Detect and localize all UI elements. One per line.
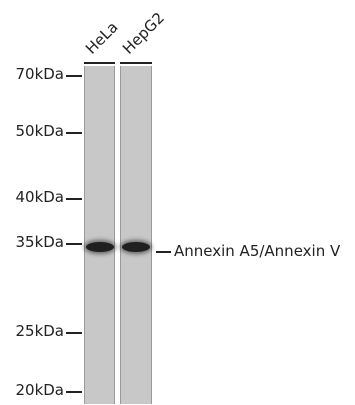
marker-tick-50kda (66, 132, 82, 134)
band-annotation-tick (156, 251, 171, 253)
marker-label-20kda: 20kDa (15, 381, 64, 399)
marker-tick-35kda (66, 243, 82, 245)
lane-hepg2 (120, 66, 152, 404)
band-annotation-label: Annexin A5/Annexin V (174, 242, 341, 260)
lane-bar-hela (84, 62, 115, 64)
marker-label-40kda: 40kDa (15, 188, 64, 206)
marker-tick-25kda (66, 332, 82, 334)
marker-label-35kda: 35kDa (15, 233, 64, 251)
marker-label-25kda: 25kDa (15, 322, 64, 340)
marker-label-70kda: 70kDa (15, 65, 64, 83)
lane-bar-hepg2 (120, 62, 152, 64)
marker-label-50kda: 50kDa (15, 122, 64, 140)
lane-label-hepg2: HepG2 (118, 8, 168, 58)
band-hepg2 (122, 242, 150, 252)
band-hela (85, 242, 114, 252)
lane-hela (84, 66, 115, 404)
marker-tick-20kda (66, 391, 82, 393)
marker-tick-40kda (66, 198, 82, 200)
marker-tick-70kda (66, 75, 82, 77)
lane-label-hela: HeLa (81, 18, 122, 58)
